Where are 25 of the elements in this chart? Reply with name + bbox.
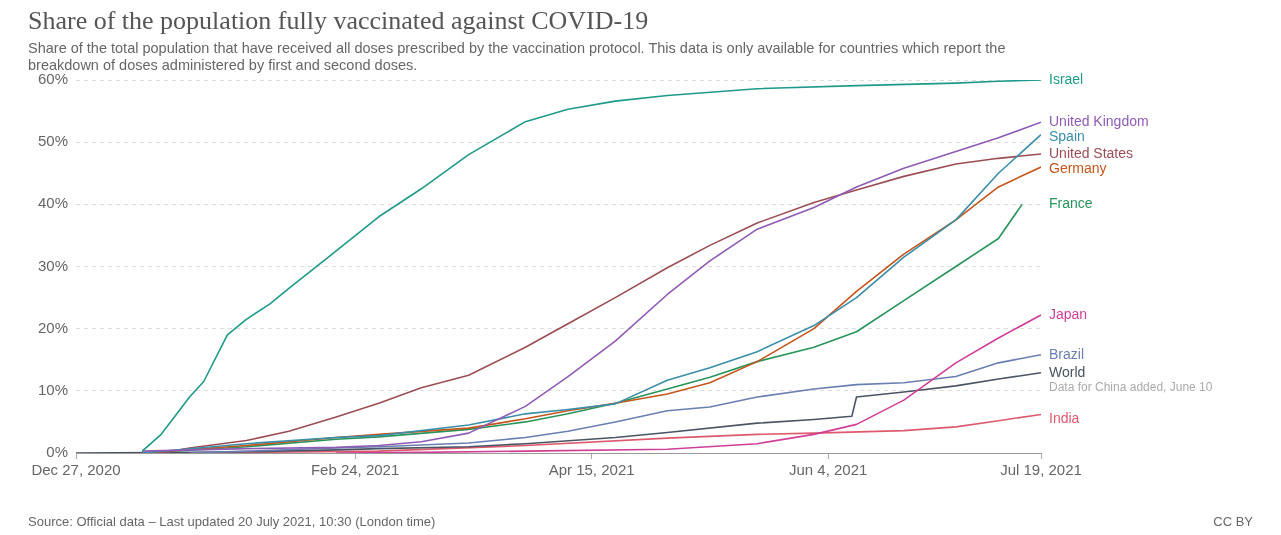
x-tick-label: Jul 19, 2021 [1000, 461, 1082, 479]
x-tick-label: Dec 27, 2020 [31, 461, 121, 479]
series-label: Brazil [1049, 345, 1085, 362]
source-note: Source: Official data – Last updated 20 July 2021, 10:30 (London time) [28, 514, 436, 529]
chart-title: Share of the population fully vaccinated against COVID-19 [28, 6, 649, 36]
y-tick-label: 20% [37, 318, 69, 336]
series-label: World [1049, 363, 1086, 380]
x-tick-label: Jun 4, 2021 [788, 461, 868, 479]
series-label: Japan [1049, 305, 1088, 322]
series-label: India [1049, 409, 1080, 426]
x-tick-label: Apr 15, 2021 [548, 461, 635, 479]
series-label: Germany [1049, 159, 1107, 176]
series-label: United States [1049, 144, 1134, 161]
series-label: France [1049, 195, 1093, 212]
y-tick-label: 0% [46, 443, 69, 461]
series-label: Israel [1049, 70, 1084, 87]
y-tick-label: 10% [37, 380, 69, 398]
x-tick-label: Feb 24, 2021 [310, 461, 400, 479]
series-label: United Kingdom [1049, 113, 1149, 130]
text: Data for China added, June 10 [1049, 380, 1213, 395]
text: CC BY [1213, 514, 1253, 529]
series-label: Spain [1049, 128, 1085, 145]
y-tick-label: 50% [37, 132, 69, 150]
y-tick-label: 40% [37, 194, 69, 212]
y-tick-label: 30% [37, 256, 69, 274]
